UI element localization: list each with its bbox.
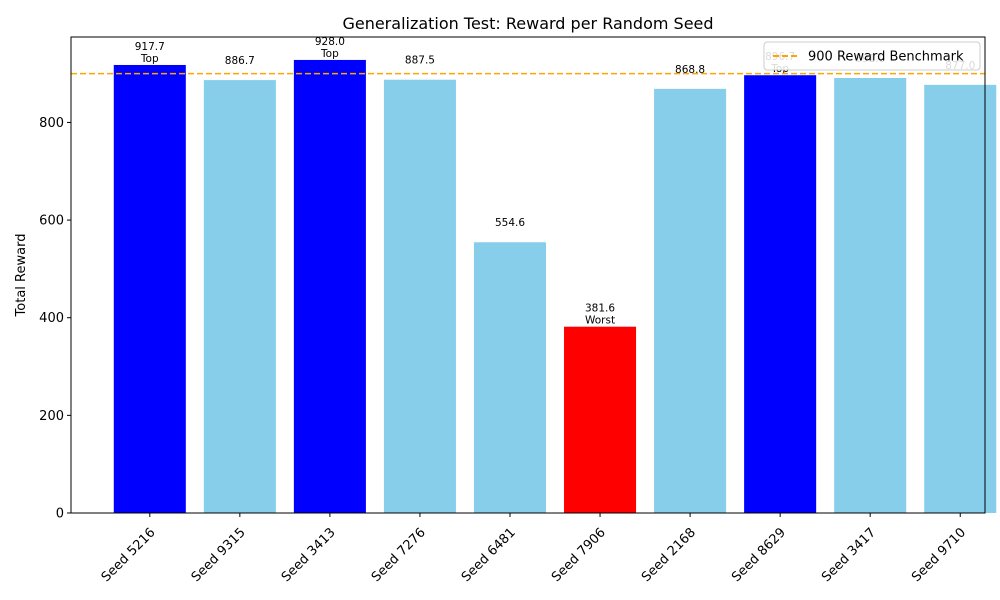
x-tick-label: Seed 7276 (369, 525, 429, 585)
chart-title: Generalization Test: Reward per Random S… (342, 14, 713, 33)
bar-annotation-label: Top (140, 53, 159, 65)
x-tick-label: Seed 6481 (459, 525, 519, 585)
plot-frame (70, 36, 986, 514)
bar-seed-9315 (203, 80, 276, 513)
legend-box (763, 41, 981, 71)
x-tick-label: Seed 2168 (639, 525, 699, 585)
y-tick-label: 800 (39, 116, 64, 131)
bar-value-label: 381.6 (585, 303, 615, 315)
bar-value-label: 928.0 (315, 36, 345, 48)
bar-seed-6481 (473, 242, 547, 513)
bar-seed-7906 (564, 326, 637, 513)
bars-layer (113, 59, 997, 514)
bar-seed-3417 (834, 78, 907, 514)
bar-value-label: 886.7 (225, 55, 255, 67)
bar-value-label: 887.5 (405, 55, 435, 67)
bar-annotation-label: Top (320, 48, 339, 60)
bar-annotation-label: Worst (585, 315, 615, 327)
y-tick-label: 600 (39, 214, 64, 229)
bar-value-label: 554.6 (495, 217, 525, 229)
bar-value-label: 917.7 (135, 41, 165, 53)
x-tick-label: Seed 7906 (549, 525, 609, 585)
bar-seed-8629 (744, 75, 817, 513)
bar-seed-7276 (383, 79, 456, 513)
x-tick-label: Seed 9710 (909, 525, 969, 585)
x-tick-label: Seed 3417 (819, 525, 879, 585)
x-tick-label: Seed 5216 (99, 525, 159, 585)
bar-seed-3413 (293, 59, 366, 513)
bar-seed-9710 (924, 84, 997, 513)
bar-seed-2168 (654, 88, 727, 513)
bar-seed-5216 (113, 64, 186, 513)
y-axis-title: Total Reward (14, 234, 29, 318)
legend-label-benchmark: 900 Reward Benchmark (808, 50, 964, 65)
y-tick-label: 0 (56, 507, 64, 522)
y-tick-label: 400 (39, 311, 64, 326)
y-tick-label: 200 (39, 409, 64, 424)
y-axis: 0 200 400 600 800 (39, 116, 71, 522)
x-tick-label: Seed 3413 (279, 525, 339, 585)
x-axis: Seed 5216 Seed 9315 Seed 3413 Seed 7276 Seed… (99, 513, 969, 585)
legend: 900 Reward Benchmark (763, 41, 981, 71)
x-tick-label: Seed 8629 (729, 525, 789, 585)
x-tick-label: Seed 9315 (189, 525, 249, 585)
